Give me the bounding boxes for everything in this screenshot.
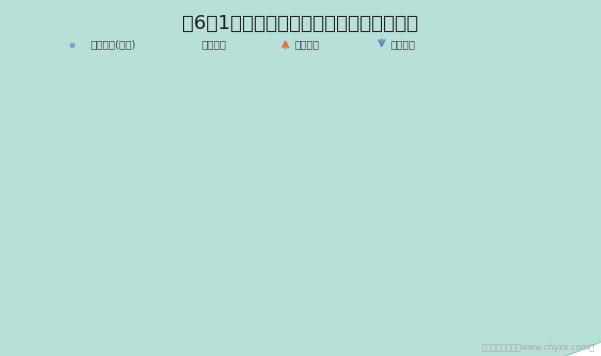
FancyBboxPatch shape	[255, 271, 475, 293]
Ellipse shape	[58, 40, 85, 49]
Text: 寿险占比: 寿险占比	[201, 40, 227, 49]
Text: 19.51%: 19.51%	[204, 215, 248, 225]
FancyBboxPatch shape	[347, 195, 568, 216]
FancyBboxPatch shape	[255, 228, 475, 251]
Text: 61.81%: 61.81%	[252, 95, 292, 105]
FancyBboxPatch shape	[162, 200, 382, 220]
FancyBboxPatch shape	[347, 215, 568, 235]
FancyBboxPatch shape	[162, 275, 382, 295]
Text: -1.71%: -1.71%	[112, 246, 153, 256]
Text: ¥: ¥	[269, 299, 275, 308]
Text: ¥: ¥	[454, 181, 461, 190]
FancyBboxPatch shape	[69, 275, 290, 295]
FancyBboxPatch shape	[162, 256, 382, 276]
Text: ¥: ¥	[84, 261, 90, 270]
Text: ¥: ¥	[548, 197, 554, 206]
Text: ¥: ¥	[362, 235, 368, 244]
FancyBboxPatch shape	[347, 175, 568, 196]
FancyBboxPatch shape	[0, 94, 248, 106]
FancyBboxPatch shape	[347, 254, 568, 274]
Text: ¥: ¥	[362, 214, 368, 223]
FancyBboxPatch shape	[441, 232, 601, 253]
Text: ¥: ¥	[454, 260, 461, 269]
Text: ¥: ¥	[176, 281, 183, 289]
Text: 累计保费(亿元): 累计保费(亿元)	[90, 40, 136, 49]
FancyBboxPatch shape	[69, 256, 290, 276]
Text: 64.04%: 64.04%	[67, 95, 106, 105]
FancyBboxPatch shape	[204, 94, 526, 106]
Text: ¥: ¥	[454, 201, 461, 210]
FancyBboxPatch shape	[441, 171, 601, 192]
FancyBboxPatch shape	[441, 293, 601, 314]
FancyBboxPatch shape	[347, 293, 568, 314]
Text: 63.76%: 63.76%	[159, 95, 199, 105]
Text: ¥: ¥	[176, 299, 183, 308]
Text: 同比减少: 同比减少	[391, 40, 416, 49]
Text: ¥: ¥	[176, 224, 183, 233]
Text: ¥: ¥	[548, 278, 554, 287]
FancyBboxPatch shape	[0, 274, 197, 295]
Text: ¥: ¥	[548, 299, 554, 308]
FancyBboxPatch shape	[441, 252, 601, 273]
Text: ¥: ¥	[548, 177, 554, 186]
FancyBboxPatch shape	[255, 249, 475, 272]
FancyBboxPatch shape	[347, 234, 568, 255]
FancyBboxPatch shape	[0, 293, 197, 314]
Text: ¥: ¥	[84, 299, 90, 308]
Text: ¥: ¥	[548, 218, 554, 227]
Text: ¥: ¥	[176, 262, 183, 271]
Text: ¥: ¥	[362, 298, 368, 307]
Text: 同比增加: 同比增加	[294, 40, 320, 49]
Text: 21.24%: 21.24%	[482, 162, 526, 172]
FancyBboxPatch shape	[69, 294, 290, 314]
Text: ¥: ¥	[269, 243, 275, 252]
Text: ¥: ¥	[362, 193, 368, 201]
FancyBboxPatch shape	[0, 216, 197, 237]
FancyBboxPatch shape	[162, 238, 382, 258]
FancyBboxPatch shape	[255, 292, 475, 314]
Text: ¥: ¥	[84, 280, 90, 289]
FancyBboxPatch shape	[347, 273, 568, 294]
Text: ¥: ¥	[84, 222, 90, 231]
Text: 65.39%: 65.39%	[438, 95, 478, 105]
FancyBboxPatch shape	[111, 94, 433, 106]
Text: ¥: ¥	[454, 240, 461, 249]
Text: ¥: ¥	[454, 220, 461, 229]
Text: ¥: ¥	[269, 206, 275, 215]
Text: 64.13%: 64.13%	[345, 95, 385, 105]
FancyBboxPatch shape	[441, 211, 601, 233]
Text: 12.53%: 12.53%	[297, 204, 340, 214]
Text: ¥: ¥	[454, 299, 461, 308]
Text: ¥: ¥	[84, 241, 90, 251]
Text: ¥: ¥	[176, 243, 183, 252]
Text: ¥: ¥	[548, 258, 554, 267]
Text: ¥: ¥	[269, 224, 275, 234]
FancyBboxPatch shape	[296, 94, 601, 106]
Text: ¥: ¥	[454, 279, 461, 288]
FancyBboxPatch shape	[441, 272, 601, 294]
FancyBboxPatch shape	[0, 236, 197, 256]
Text: 8.55%: 8.55%	[393, 196, 430, 206]
FancyBboxPatch shape	[441, 191, 601, 213]
FancyBboxPatch shape	[255, 207, 475, 229]
Text: ¥: ¥	[362, 277, 368, 286]
FancyBboxPatch shape	[0, 255, 197, 276]
FancyBboxPatch shape	[162, 219, 382, 239]
FancyBboxPatch shape	[441, 130, 601, 152]
FancyBboxPatch shape	[69, 218, 290, 239]
FancyBboxPatch shape	[441, 151, 601, 172]
Text: 69.69%: 69.69%	[531, 95, 570, 105]
Text: ¥: ¥	[548, 238, 554, 247]
Text: ¥: ¥	[548, 137, 554, 146]
FancyBboxPatch shape	[18, 94, 341, 106]
FancyBboxPatch shape	[389, 94, 601, 106]
Text: ¥: ¥	[548, 157, 554, 166]
FancyBboxPatch shape	[69, 237, 290, 257]
Text: ¥: ¥	[269, 262, 275, 271]
Text: ¥: ¥	[362, 256, 368, 265]
FancyBboxPatch shape	[162, 294, 382, 314]
FancyBboxPatch shape	[255, 186, 475, 208]
Text: 制图：智研咨询（www.chyxx.com）: 制图：智研咨询（www.chyxx.com）	[482, 344, 595, 352]
Text: ¥: ¥	[269, 281, 275, 290]
